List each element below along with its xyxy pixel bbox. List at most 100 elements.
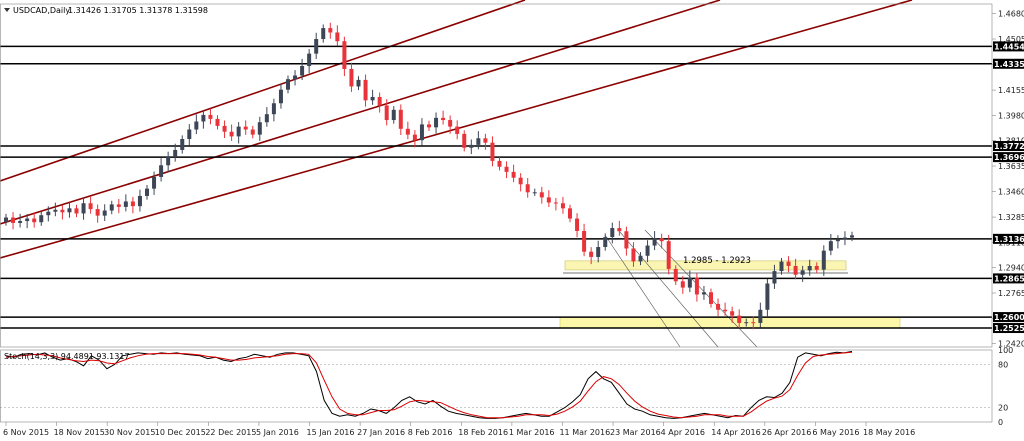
candle-body: [152, 176, 157, 189]
candle-body: [215, 118, 220, 126]
price-tick-label: 1.4680: [998, 9, 1024, 18]
x-tick-label: 6 Nov 2015: [3, 428, 49, 437]
candle-body: [525, 184, 530, 193]
level-label: 1.25250: [994, 324, 1024, 333]
candle-body: [603, 237, 608, 248]
trend-channel-line: [0, 0, 721, 225]
candle-body: [243, 126, 248, 130]
candle-body: [264, 114, 269, 123]
candle-body: [638, 255, 643, 262]
candle-body: [652, 238, 657, 246]
oscillator-tick-label: 20: [998, 404, 1008, 413]
candle-body: [807, 265, 812, 271]
candle-body: [384, 105, 389, 121]
x-tick-label: 22 Dec 2015: [205, 428, 256, 437]
candle-body: [539, 192, 544, 198]
candle-body: [166, 156, 171, 166]
candle-body: [321, 28, 326, 40]
level-label-box: [993, 273, 1024, 284]
price-tick-label: 1.2765: [998, 289, 1024, 298]
candle-body: [222, 125, 227, 132]
price-tick-label: 1.4155: [998, 86, 1024, 95]
x-tick-label: 4 Apr 2016: [661, 428, 705, 437]
candle-body: [81, 203, 86, 214]
candle-body: [419, 124, 424, 141]
candle-body: [730, 311, 735, 316]
level-label: 1.28650: [994, 274, 1024, 283]
x-tick-label: 14 Apr 2016: [711, 428, 760, 437]
level-label: 1.36960: [994, 153, 1024, 162]
candle-body: [293, 75, 298, 80]
candle-body: [208, 114, 213, 119]
candle-body: [236, 126, 241, 137]
x-tick-label: 27 Jan 2016: [357, 428, 405, 437]
candle-body: [659, 238, 664, 242]
oscillator-tick-label: 100: [998, 346, 1013, 355]
candle-body: [758, 309, 763, 323]
candle-body: [624, 231, 629, 249]
candle-body: [46, 211, 51, 216]
candle-body: [201, 114, 206, 122]
oscillator-tick-label: 80: [998, 360, 1008, 369]
candle-body: [145, 188, 149, 196]
candle-body: [448, 120, 453, 127]
stochastic-panel: 100 80 20 0: [0, 346, 1013, 427]
candle-body: [744, 322, 749, 324]
candle-body: [39, 215, 44, 223]
candle-body: [701, 292, 706, 295]
x-tick-label: 5 Jan 2016: [256, 428, 299, 437]
x-tick-label: 23 Mar 2016: [610, 428, 661, 437]
candle-body: [821, 250, 826, 270]
resistance-zone-1-2985: [564, 260, 847, 271]
axes: 6 Nov 2015 18 Nov 2015 30 Nov 2015 10 Dec 2…: [0, 3, 993, 437]
candle-body: [67, 208, 72, 213]
candle-body: [737, 315, 742, 323]
zone-label: 1.2985 - 1.2923: [683, 256, 751, 266]
candle-body: [553, 202, 558, 204]
candle-body: [814, 265, 819, 270]
candle-body: [32, 218, 37, 223]
candle-body: [469, 144, 474, 148]
oscillator-tick-label: 0: [998, 418, 1003, 427]
candle-body: [518, 177, 523, 185]
x-tick-label: 15 Jan 2016: [307, 428, 355, 437]
candle-body: [765, 283, 770, 310]
candle-body: [709, 292, 713, 304]
candle-body: [11, 217, 16, 223]
chevron-down-icon[interactable]: [4, 8, 10, 12]
candle-body: [398, 109, 403, 129]
candle-body: [568, 208, 572, 219]
level-label-box: [993, 41, 1024, 52]
candle-body: [300, 66, 305, 76]
x-tick-label: 30 Nov 2015: [104, 428, 155, 437]
candle-body: [532, 192, 537, 194]
price-tick-label: 1.2420: [998, 339, 1024, 348]
candle-body: [476, 138, 481, 145]
price-tick-label: 1.3810: [998, 136, 1024, 145]
candle-body: [504, 166, 509, 172]
candle-body: [560, 203, 565, 209]
candle-body: [483, 138, 488, 143]
price-tick-label: 1.2940: [998, 263, 1024, 272]
candle-body: [680, 281, 685, 288]
candle-body: [377, 96, 382, 106]
candle-body: [123, 201, 128, 207]
candle-body: [793, 265, 798, 275]
candle-body: [25, 218, 30, 222]
horizontal-levels: 1.44545 1.43355 1.37720 1.36960 1.31360 1.286…: [0, 41, 1024, 334]
candle-body: [455, 126, 460, 134]
candle-body: [278, 89, 283, 104]
price-tick-label: 1.3635: [998, 162, 1024, 171]
x-tick-label: 11 Mar 2016: [559, 428, 610, 437]
candle-body: [546, 197, 551, 203]
candle-body: [800, 270, 805, 275]
candle-body: [187, 129, 192, 140]
candle-body: [610, 228, 615, 238]
ohlc-label: 1.31426 1.31705 1.31378 1.31598: [68, 6, 208, 15]
candle-body: [687, 277, 692, 288]
candle-body: [229, 131, 234, 137]
candle-body: [180, 139, 185, 150]
candle-body: [116, 204, 121, 207]
price-tick-label: 1.4505: [998, 35, 1024, 44]
candle-body: [88, 203, 93, 210]
